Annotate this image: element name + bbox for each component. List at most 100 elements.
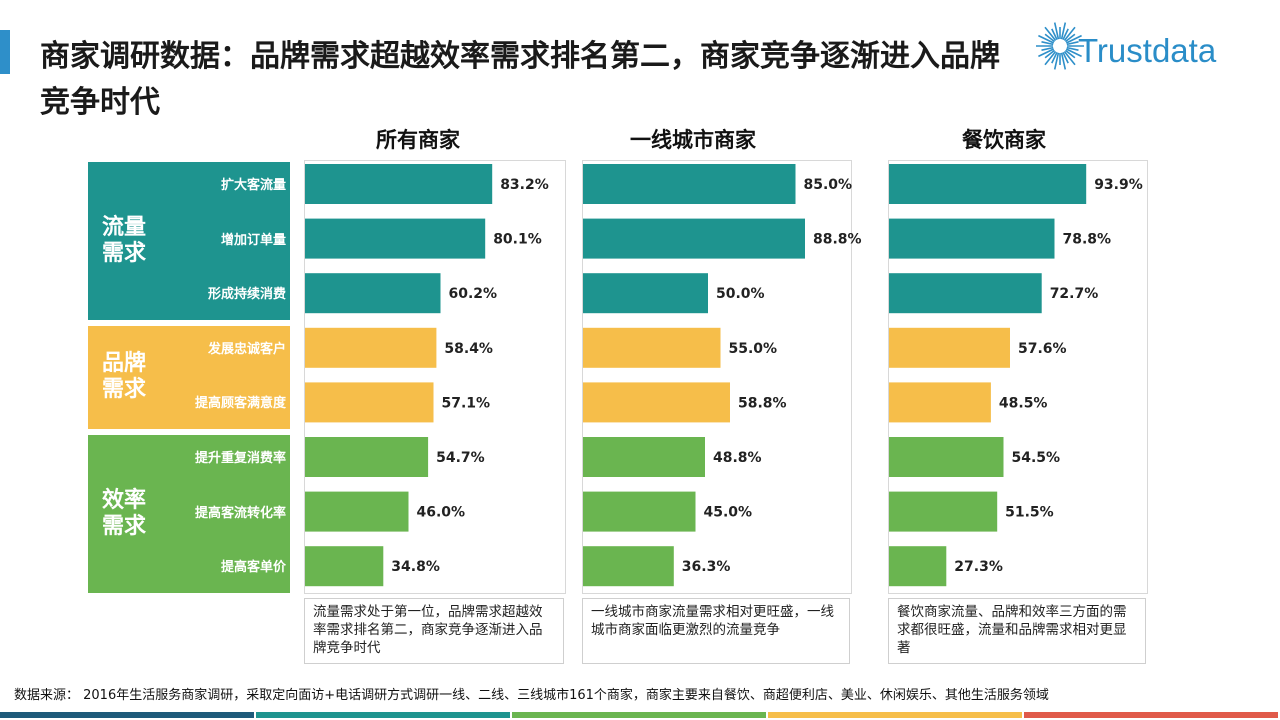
category-label: 发展忠诚客户 bbox=[207, 341, 286, 357]
starburst-ray bbox=[1044, 26, 1057, 41]
data-label: 54.7% bbox=[436, 450, 485, 466]
data-label: 80.1% bbox=[493, 232, 542, 248]
data-label: 34.8% bbox=[391, 559, 440, 575]
category-label: 增加订单量 bbox=[220, 232, 286, 248]
starburst-ray bbox=[1066, 46, 1079, 51]
footer-segment bbox=[1024, 712, 1278, 718]
group-box-2: 品牌需求 发展忠诚客户提高顾客满意度 bbox=[88, 325, 290, 429]
starburst-ray bbox=[1065, 49, 1076, 59]
starburst-ray bbox=[1065, 48, 1082, 58]
starburst-ray bbox=[1051, 51, 1058, 64]
starburst-ray bbox=[1053, 52, 1060, 70]
data-label: 58.4% bbox=[444, 341, 493, 357]
bar bbox=[305, 327, 437, 368]
starburst-ray bbox=[1041, 46, 1054, 51]
bar bbox=[889, 437, 1004, 477]
data-label: 57.6% bbox=[1018, 341, 1067, 357]
bar bbox=[889, 273, 1042, 314]
series-title: 餐饮商家 bbox=[962, 128, 1046, 152]
bar bbox=[305, 218, 486, 259]
category-label: 扩大客流量 bbox=[220, 178, 286, 193]
bar bbox=[583, 273, 708, 314]
starburst-ray bbox=[1065, 33, 1076, 43]
starburst-ray bbox=[1044, 33, 1055, 43]
group-title: 效率需求 bbox=[102, 487, 147, 539]
series-title: 所有商家 bbox=[376, 128, 460, 152]
footer-segment bbox=[0, 712, 254, 718]
category-label: 提高客单价 bbox=[220, 560, 286, 576]
insight-note: 餐饮商家流量、品牌和效率三方面的需求都很旺盛，流量和品牌需求相对更显著 bbox=[888, 598, 1146, 664]
data-label: 48.5% bbox=[999, 395, 1048, 411]
starburst-ray bbox=[1051, 28, 1058, 41]
data-label: 45.0% bbox=[704, 505, 753, 521]
starburst-ray bbox=[1062, 28, 1069, 41]
data-label: 83.2% bbox=[500, 177, 549, 193]
starburst-ray bbox=[1044, 49, 1055, 59]
category-label: 形成持续消费 bbox=[207, 287, 286, 303]
footer-segment bbox=[256, 712, 510, 718]
bar bbox=[583, 437, 705, 477]
data-label: 57.1% bbox=[442, 395, 491, 411]
bar bbox=[305, 546, 384, 587]
bar bbox=[889, 491, 998, 532]
data-label: 50.0% bbox=[716, 286, 765, 302]
insight-note: 流量需求处于第一位，品牌需求超越效率需求排名第二，商家竞争逐渐进入品牌竞争时代 bbox=[304, 598, 564, 664]
data-label: 88.8% bbox=[813, 232, 862, 248]
starburst-ray bbox=[1053, 22, 1060, 40]
group-title: 流量需求 bbox=[102, 214, 147, 266]
starburst-ray bbox=[1038, 34, 1055, 44]
starburst-ray bbox=[1066, 41, 1079, 46]
bar bbox=[889, 382, 991, 423]
data-label: 93.9% bbox=[1094, 177, 1143, 193]
bar bbox=[583, 164, 796, 204]
group-title: 品牌需求 bbox=[102, 351, 147, 403]
data-source: 数据来源： 2016年生活服务商家调研，采取定向面访+电话调研方式调研一线、二线… bbox=[14, 688, 1049, 703]
starburst-ray bbox=[1038, 48, 1055, 58]
data-label: 51.5% bbox=[1005, 505, 1054, 521]
bar bbox=[305, 437, 429, 477]
series-title: 一线城市商家 bbox=[630, 128, 756, 152]
footer-segment bbox=[768, 712, 1022, 718]
bar bbox=[583, 491, 696, 532]
bar bbox=[305, 164, 493, 204]
starburst-ray bbox=[1065, 34, 1082, 44]
insight-note: 一线城市商家流量需求相对更旺盛，一线城市商家面临更激烈的流量竞争 bbox=[582, 598, 850, 664]
data-label: 27.3% bbox=[954, 559, 1003, 575]
bar bbox=[583, 327, 721, 368]
title-accent-bar bbox=[0, 30, 10, 74]
category-label: 提高顾客满意度 bbox=[194, 396, 286, 412]
bar bbox=[889, 218, 1055, 259]
bar bbox=[889, 327, 1010, 368]
starburst-ray bbox=[1063, 51, 1076, 66]
page-title: 商家调研数据：品牌需求超越效率需求排名第二，商家竞争逐渐进入品牌竞争时代 bbox=[40, 39, 1000, 120]
starburst-ray bbox=[1060, 52, 1067, 70]
bar bbox=[889, 546, 947, 587]
data-label: 36.3% bbox=[682, 559, 731, 575]
bar bbox=[889, 164, 1087, 204]
logo-text: Trustdata bbox=[1078, 32, 1217, 69]
data-label: 85.0% bbox=[804, 177, 853, 193]
data-label: 55.0% bbox=[729, 341, 778, 357]
bar bbox=[305, 382, 434, 423]
starburst-ray bbox=[1062, 51, 1069, 64]
data-label: 58.8% bbox=[738, 395, 787, 411]
data-label: 60.2% bbox=[449, 286, 498, 302]
starburst-ray bbox=[1044, 51, 1057, 66]
bar bbox=[583, 546, 674, 587]
data-label: 54.5% bbox=[1012, 450, 1061, 466]
category-label: 提升重复消费率 bbox=[194, 451, 286, 466]
starburst-icon bbox=[1036, 22, 1084, 70]
category-label: 提高客流转化率 bbox=[194, 505, 286, 521]
bar bbox=[305, 273, 441, 314]
data-label: 72.7% bbox=[1050, 286, 1099, 302]
data-label: 78.8% bbox=[1063, 232, 1112, 248]
starburst-ray bbox=[1060, 22, 1067, 40]
bar bbox=[583, 218, 805, 259]
starburst-ray bbox=[1063, 26, 1076, 41]
data-label: 46.0% bbox=[417, 505, 466, 521]
group-box-3: 效率需求 提升重复消费率 提高客流转化率提高客单价 bbox=[88, 435, 290, 593]
starburst-ray bbox=[1041, 41, 1054, 46]
footer-segment bbox=[512, 712, 766, 718]
group-box-1: 流量需求 扩大客流量增加订单量形成持续消费 bbox=[88, 162, 290, 320]
